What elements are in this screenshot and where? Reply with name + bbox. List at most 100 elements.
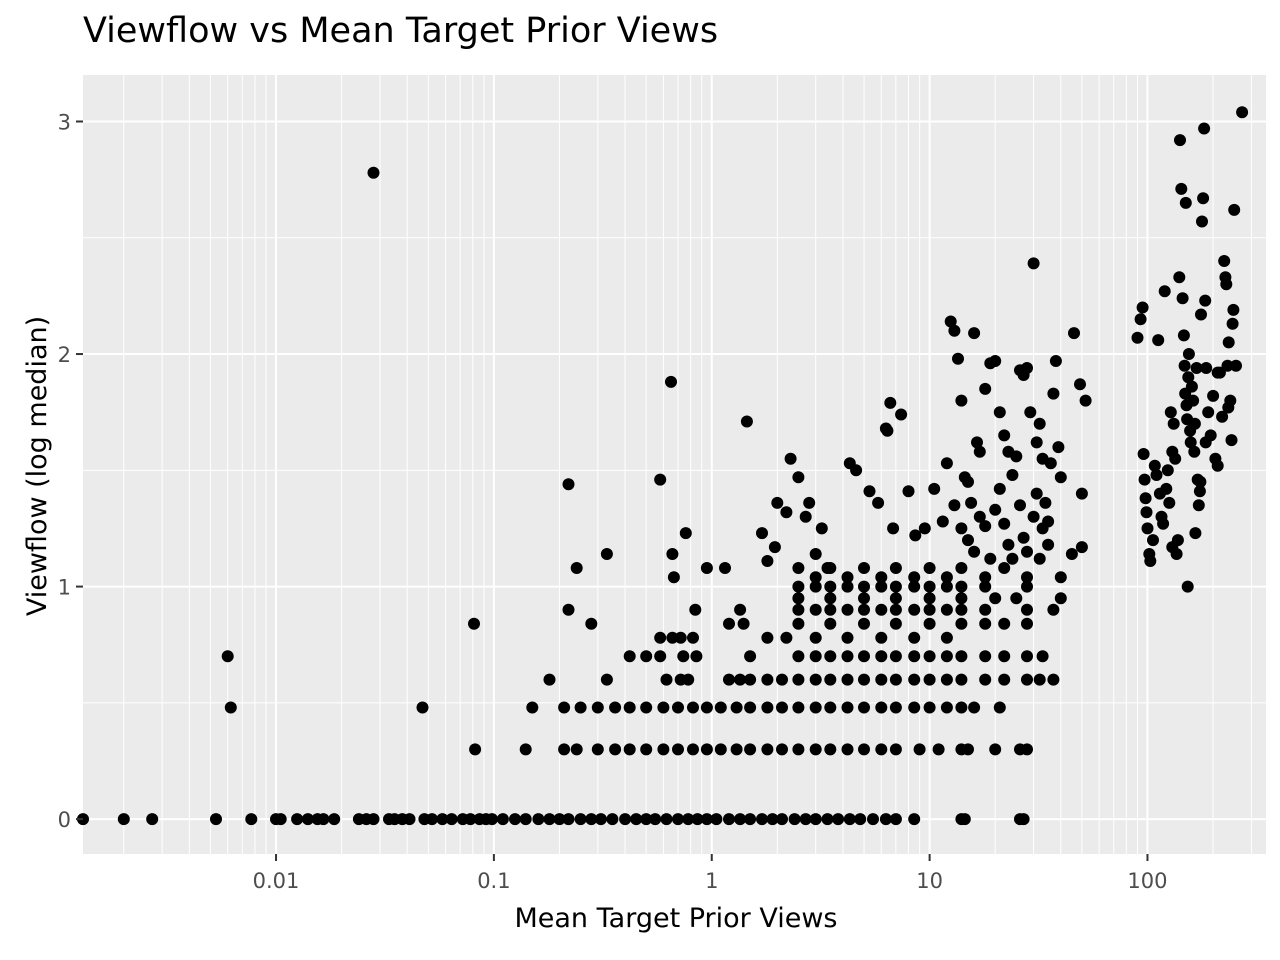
data-point — [714, 701, 727, 714]
data-point — [979, 650, 992, 663]
data-point — [979, 673, 992, 686]
data-point — [989, 503, 1002, 516]
data-point — [803, 496, 816, 509]
data-point — [962, 534, 974, 547]
data-point — [1148, 459, 1161, 472]
data-point — [1199, 294, 1212, 307]
data-point — [690, 650, 703, 663]
data-point — [761, 743, 774, 756]
data-point — [723, 617, 735, 630]
data-point — [788, 813, 801, 826]
data-point — [1047, 673, 1060, 686]
data-point — [416, 701, 429, 714]
data-point — [908, 673, 921, 686]
data-point — [1036, 650, 1049, 663]
data-point — [809, 673, 822, 686]
data-point — [1150, 469, 1163, 481]
x-tick-label: 10 — [916, 869, 943, 893]
data-point — [654, 631, 667, 644]
data-point — [291, 813, 304, 826]
panel-background — [83, 75, 1266, 854]
data-point — [1147, 534, 1159, 547]
data-point — [691, 813, 704, 826]
data-point — [799, 510, 812, 523]
data-point — [700, 701, 713, 714]
data-point — [640, 701, 653, 714]
data-point — [1161, 464, 1174, 477]
data-point — [591, 743, 604, 756]
y-tick-label: 3 — [58, 111, 71, 135]
data-point — [558, 701, 571, 714]
data-point — [875, 650, 888, 663]
data-point — [884, 396, 897, 409]
data-point — [426, 813, 438, 826]
data-point — [445, 813, 458, 826]
data-point — [955, 522, 968, 535]
data-point — [858, 743, 870, 756]
data-point — [998, 650, 1011, 663]
data-point — [824, 743, 837, 756]
data-point — [714, 743, 727, 756]
data-point — [809, 580, 822, 593]
data-point — [1021, 743, 1033, 756]
data-point — [734, 603, 747, 616]
data-point — [1182, 371, 1195, 384]
data-point — [1166, 445, 1179, 458]
data-point — [1185, 380, 1198, 393]
data-point — [809, 813, 822, 826]
data-point — [761, 555, 774, 567]
data-point — [955, 673, 968, 686]
data-point — [679, 527, 692, 540]
data-point — [989, 355, 1002, 367]
data-point — [672, 743, 684, 756]
data-point — [955, 617, 968, 630]
data-point — [887, 522, 900, 535]
data-point — [908, 650, 921, 663]
data-point — [1017, 813, 1030, 826]
data-point — [792, 743, 805, 756]
data-point — [841, 743, 854, 756]
data-point — [1199, 436, 1212, 449]
data-point — [863, 485, 876, 498]
data-point — [889, 617, 902, 630]
data-point — [923, 701, 936, 714]
y-tick-label: 1 — [58, 576, 71, 600]
data-point — [955, 394, 968, 407]
data-point — [274, 813, 287, 826]
data-point — [1228, 203, 1241, 216]
data-point — [858, 673, 870, 686]
data-point — [723, 813, 735, 826]
data-point — [918, 522, 931, 535]
data-point — [1222, 336, 1235, 349]
data-point — [940, 673, 953, 686]
data-point — [1164, 406, 1177, 419]
data-point — [1170, 548, 1183, 560]
data-point — [1021, 362, 1033, 374]
data-point — [1207, 389, 1220, 402]
data-point — [1188, 445, 1201, 458]
data-point — [908, 813, 921, 826]
data-point — [1197, 192, 1210, 205]
data-point — [858, 580, 870, 593]
data-point — [1226, 317, 1239, 330]
data-point — [998, 429, 1011, 442]
data-point — [940, 603, 953, 616]
data-point — [850, 464, 863, 477]
data-point — [932, 743, 945, 756]
data-point — [889, 813, 902, 826]
data-point — [940, 631, 953, 644]
data-point — [940, 580, 953, 593]
data-point — [719, 562, 731, 574]
data-point — [841, 580, 854, 593]
data-point — [1152, 334, 1165, 347]
chart-title: Viewflow vs Mean Target Prior Views — [83, 11, 718, 51]
data-point — [1225, 434, 1238, 447]
data-point — [875, 603, 888, 616]
data-point — [1192, 499, 1205, 512]
data-point — [923, 592, 936, 605]
data-point — [737, 617, 750, 630]
data-point — [570, 743, 583, 756]
data-point — [585, 813, 598, 826]
data-point — [1179, 196, 1192, 209]
data-point — [1202, 406, 1215, 419]
